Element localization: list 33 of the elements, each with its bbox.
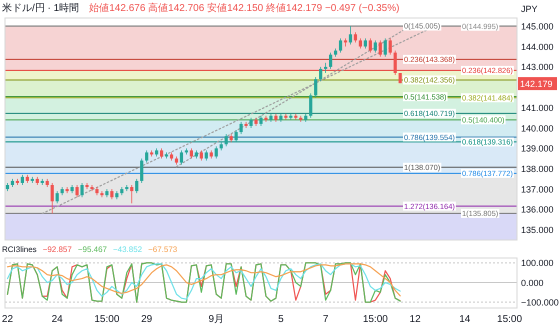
y-tick-label: 143.000 (521, 62, 554, 72)
series-label: −95.467 (78, 245, 108, 254)
series-label: −67.573 (148, 245, 178, 254)
y-tick-label: 138.000 (521, 164, 554, 174)
y-tick-label: 139.000 (521, 144, 554, 154)
x-tick-label: 22 (2, 314, 14, 325)
x-tick-label: 29 (141, 314, 153, 325)
y-tick-label: 145.000 (521, 21, 554, 32)
chart-title: 米ドル/円 · 1時間 (2, 2, 80, 14)
x-tick-label: 15:00 (362, 314, 388, 325)
x-tick-label: 7 (322, 314, 329, 325)
chart-title: RCI3lines (2, 245, 37, 254)
y-axis-title: JPY (521, 4, 538, 14)
y-tick-label: 135.000 (521, 225, 554, 236)
y-tick-label: 141.000 (521, 102, 554, 113)
series-label: −92.857 (42, 245, 72, 254)
y-tick-label: −100.000 (521, 297, 559, 308)
x-tick-label: 9月 (208, 314, 224, 325)
y-tick-label: 140.000 (521, 123, 554, 134)
x-tick-label: 5 (278, 314, 284, 325)
y-tick-label: 137.000 (521, 184, 554, 194)
y-tick-label: 136.000 (521, 204, 554, 215)
x-tick-label: 24 (52, 314, 64, 325)
chart-subtitle: 始値142.676 高値142.706 安値142.150 終値142.179 −0.497 (−0.35%) (89, 2, 400, 14)
x-tick-label: 15:00 (94, 314, 120, 325)
y-tick-label: 144.000 (521, 42, 554, 52)
x-tick-label: 14 (459, 314, 471, 325)
series-label: −43.852 (112, 245, 143, 254)
x-tick-label: 12 (410, 314, 422, 325)
y-tick-label: 0.000 (521, 278, 544, 288)
y-tick-label: 100.000 (521, 258, 554, 268)
annotation: 142.179 (520, 78, 553, 89)
x-tick-label: 15:00 (497, 314, 522, 325)
